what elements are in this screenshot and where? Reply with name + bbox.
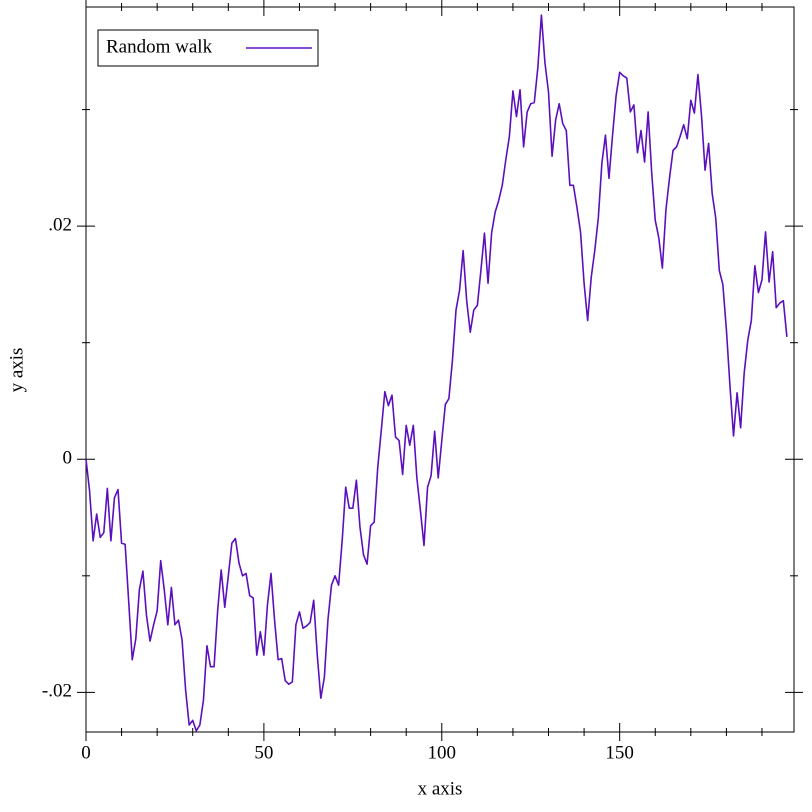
- x-tick-label: 50: [254, 742, 273, 763]
- y-axis-label: y axis: [6, 348, 27, 393]
- y-tick-label: -.02: [42, 681, 72, 702]
- y-tick-label: .02: [48, 214, 72, 235]
- legend-label: Random walk: [106, 36, 213, 57]
- plot-frame: [85, 6, 795, 733]
- x-tick-label: 0: [81, 742, 91, 763]
- x-tick-label: 150: [605, 742, 634, 763]
- y-tick-label: 0: [63, 448, 73, 469]
- series-line: [85, 14, 788, 732]
- x-axis-label: x axis: [418, 778, 463, 799]
- x-tick-label: 100: [428, 742, 457, 763]
